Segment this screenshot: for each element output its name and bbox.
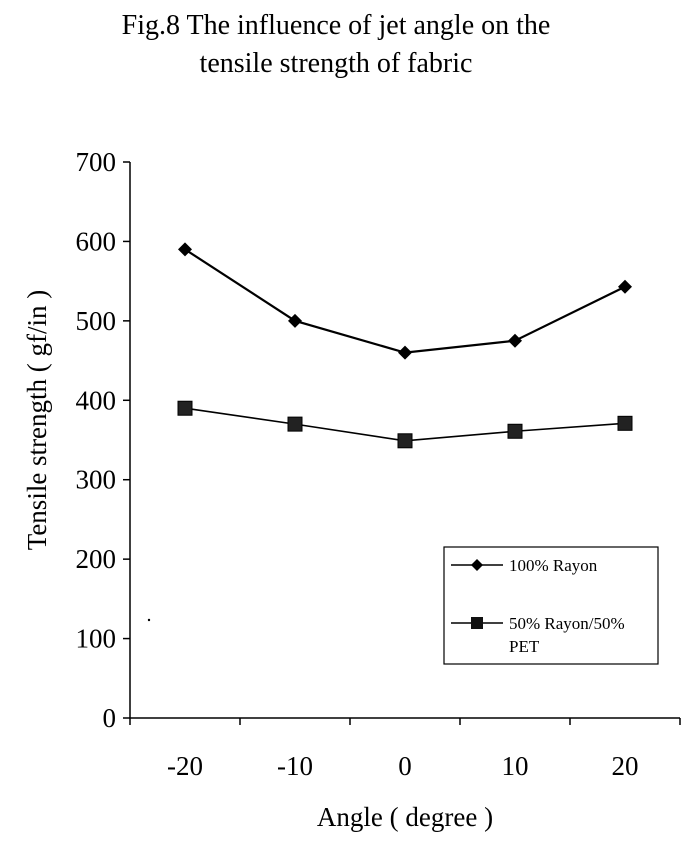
- data-point-square: [617, 415, 633, 431]
- y-ticks: 0 100 200 300 400 500 600 700: [76, 147, 130, 733]
- data-point-diamond: [508, 333, 522, 348]
- chart-title-line-2: tensile strength of fabric: [199, 48, 473, 79]
- y-tick-label: 700: [76, 147, 117, 177]
- legend-marker-diamond-icon: [471, 559, 483, 571]
- x-tick-label: 10: [502, 751, 529, 781]
- legend-label-blend-line-1: 50% Rayon/50%: [509, 614, 625, 633]
- x-ticks: -20 -10 0 10 20: [129, 718, 681, 781]
- data-point-square: [287, 416, 303, 432]
- x-tick-label: -10: [277, 751, 313, 781]
- data-point-diamond: [178, 242, 192, 257]
- chart-title-line-1: Fig.8 The influence of jet angle on the: [121, 10, 551, 41]
- stray-dot: [147, 618, 151, 622]
- y-axis-title: Tensile strength ( gf/in ): [22, 290, 52, 551]
- y-tick-label: 100: [76, 624, 117, 654]
- data-point-square: [397, 433, 413, 449]
- y-tick-label: 300: [76, 465, 117, 495]
- y-tick-label: 500: [76, 306, 117, 336]
- legend: 100% Rayon 50% Rayon/50% PET: [443, 546, 659, 665]
- data-point-square: [507, 423, 523, 439]
- series-line-0: [184, 248, 626, 354]
- data-point-diamond: [288, 313, 302, 328]
- series-layer: [177, 242, 633, 449]
- y-tick-label: 400: [76, 385, 117, 415]
- axes: [129, 162, 680, 719]
- data-point-diamond: [618, 279, 632, 294]
- y-tick-label: 0: [103, 703, 117, 733]
- legend-label-rayon: 100% Rayon: [509, 556, 598, 575]
- x-tick-label: 20: [612, 751, 639, 781]
- legend-marker-square-icon: [471, 617, 483, 629]
- x-tick-label: 0: [398, 751, 412, 781]
- data-point-diamond: [398, 345, 412, 360]
- x-axis-title: Angle ( degree ): [317, 802, 493, 832]
- legend-label-blend-line-2: PET: [509, 637, 540, 656]
- x-tick-label: -20: [167, 751, 203, 781]
- y-tick-label: 200: [76, 544, 117, 574]
- data-point-square: [177, 400, 193, 416]
- y-tick-label: 600: [76, 226, 117, 256]
